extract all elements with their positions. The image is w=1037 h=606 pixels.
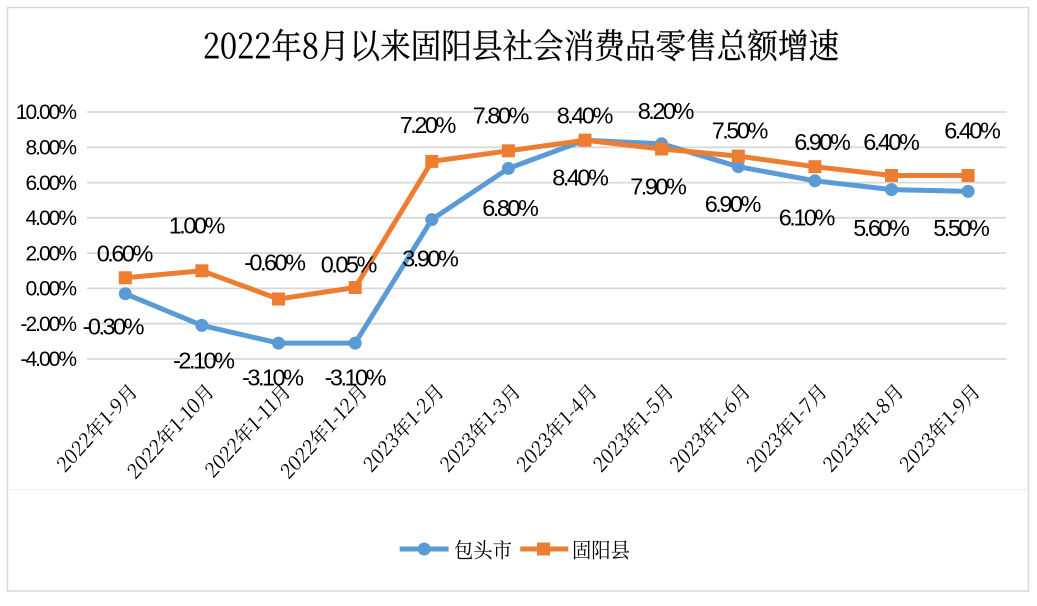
svg-text:6.80%: 6.80% (482, 195, 539, 221)
svg-text:6.40%: 6.40% (944, 118, 1001, 144)
svg-text:0.05%: 0.05% (321, 252, 378, 278)
svg-text:7.90%: 7.90% (630, 174, 687, 200)
svg-text:-4.00%: -4.00% (20, 348, 76, 371)
svg-text:6.90%: 6.90% (705, 191, 762, 217)
svg-text:7.80%: 7.80% (473, 103, 530, 129)
svg-text:8.40%: 8.40% (552, 165, 609, 191)
svg-text:5.50%: 5.50% (933, 215, 990, 241)
svg-text:6.00%: 6.00% (25, 172, 76, 195)
svg-text:8.00%: 8.00% (25, 137, 76, 160)
svg-text:-2.10%: -2.10% (173, 348, 235, 374)
svg-text:6.10%: 6.10% (779, 205, 836, 231)
svg-text:3.90%: 3.90% (402, 246, 459, 272)
svg-text:8.40%: 8.40% (557, 103, 614, 129)
svg-text:-2.00%: -2.00% (20, 313, 76, 336)
svg-text:4.00%: 4.00% (25, 207, 76, 230)
svg-text:-3.10%: -3.10% (242, 365, 304, 391)
svg-text:8.20%: 8.20% (638, 98, 695, 124)
svg-text:7.20%: 7.20% (400, 112, 457, 138)
svg-text:6.90%: 6.90% (794, 129, 851, 155)
svg-text:10.00%: 10.00% (16, 101, 77, 124)
svg-text:7.50%: 7.50% (712, 118, 769, 144)
svg-text:2.00%: 2.00% (25, 242, 76, 265)
svg-text:-0.60%: -0.60% (244, 250, 306, 276)
svg-text:6.40%: 6.40% (863, 129, 920, 155)
svg-text:0.60%: 0.60% (97, 241, 154, 267)
svg-text:-0.30%: -0.30% (83, 314, 145, 340)
svg-text:5.60%: 5.60% (853, 215, 910, 241)
svg-text:0.00%: 0.00% (25, 278, 76, 301)
svg-text:1.00%: 1.00% (169, 213, 226, 239)
svg-text:-3.10%: -3.10% (325, 365, 387, 391)
